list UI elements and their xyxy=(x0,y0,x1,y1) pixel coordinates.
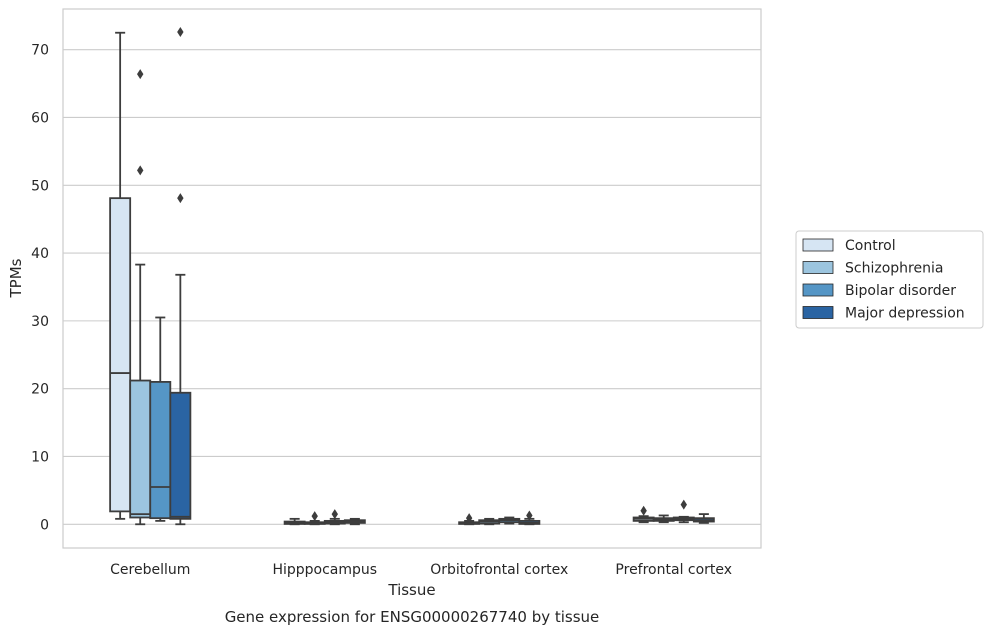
y-tick-label: 30 xyxy=(31,314,49,330)
legend-swatch xyxy=(802,283,834,297)
y-tick-label: 50 xyxy=(31,178,49,194)
outlier-point xyxy=(311,511,318,522)
legend-swatch xyxy=(802,306,834,319)
x-tick-label: Cerebellum xyxy=(110,562,190,578)
box-body xyxy=(149,380,172,520)
box xyxy=(652,514,675,524)
outlier-point xyxy=(177,27,184,38)
box xyxy=(169,27,192,526)
legend-frame xyxy=(795,230,984,329)
box xyxy=(109,31,132,520)
box xyxy=(518,510,541,526)
outlier-point xyxy=(640,505,647,516)
box-series xyxy=(109,27,715,526)
box-body xyxy=(109,197,132,513)
y-tick-label: 40 xyxy=(31,246,49,262)
outlier-point xyxy=(680,499,687,510)
x-tick-label: Orbitofrontal cortex xyxy=(430,562,568,578)
y-tick-labels: 0 10 20 30 40 50 60 70 xyxy=(31,43,49,534)
legend-label: Major depression xyxy=(845,306,965,322)
y-tick-label: 20 xyxy=(31,382,49,398)
y-tick-label: 0 xyxy=(40,517,49,533)
box-body xyxy=(169,391,192,520)
box xyxy=(149,316,172,522)
box xyxy=(498,516,521,525)
legend-label: Schizophrenia xyxy=(845,261,943,277)
legend-label: Control xyxy=(845,238,896,254)
outlier-point xyxy=(177,193,184,204)
chart-caption: Gene expression for ENSG00000267740 by t… xyxy=(225,608,600,626)
outlier-point xyxy=(137,165,144,176)
legend-label: Bipolar disorder xyxy=(845,283,956,299)
box xyxy=(478,517,501,526)
box xyxy=(343,517,366,526)
outlier-point xyxy=(331,509,338,520)
legend-swatch xyxy=(802,261,834,274)
legend: Control Schizophrenia Bipolar disorder Majo… xyxy=(795,230,984,329)
x-tick-labels: Cerebellum Hipppocampus Orbitofrontal cort… xyxy=(110,562,732,578)
outlier-point xyxy=(465,513,473,524)
outlier-point xyxy=(137,69,144,80)
box xyxy=(283,517,306,526)
y-tick-label: 70 xyxy=(31,43,49,59)
y-tick-label: 60 xyxy=(31,110,49,126)
x-tick-label: Prefrontal cortex xyxy=(615,562,732,578)
outlier-point xyxy=(526,510,533,521)
x-tick-label: Hipppocampus xyxy=(272,562,377,578)
x-axis-label: Tissue xyxy=(387,581,435,599)
y-axis-label: TPMs xyxy=(7,258,25,298)
box xyxy=(692,513,715,524)
box xyxy=(632,505,655,524)
box-body xyxy=(129,379,152,519)
legend-swatch xyxy=(802,238,834,252)
y-tick-label: 10 xyxy=(31,449,49,465)
